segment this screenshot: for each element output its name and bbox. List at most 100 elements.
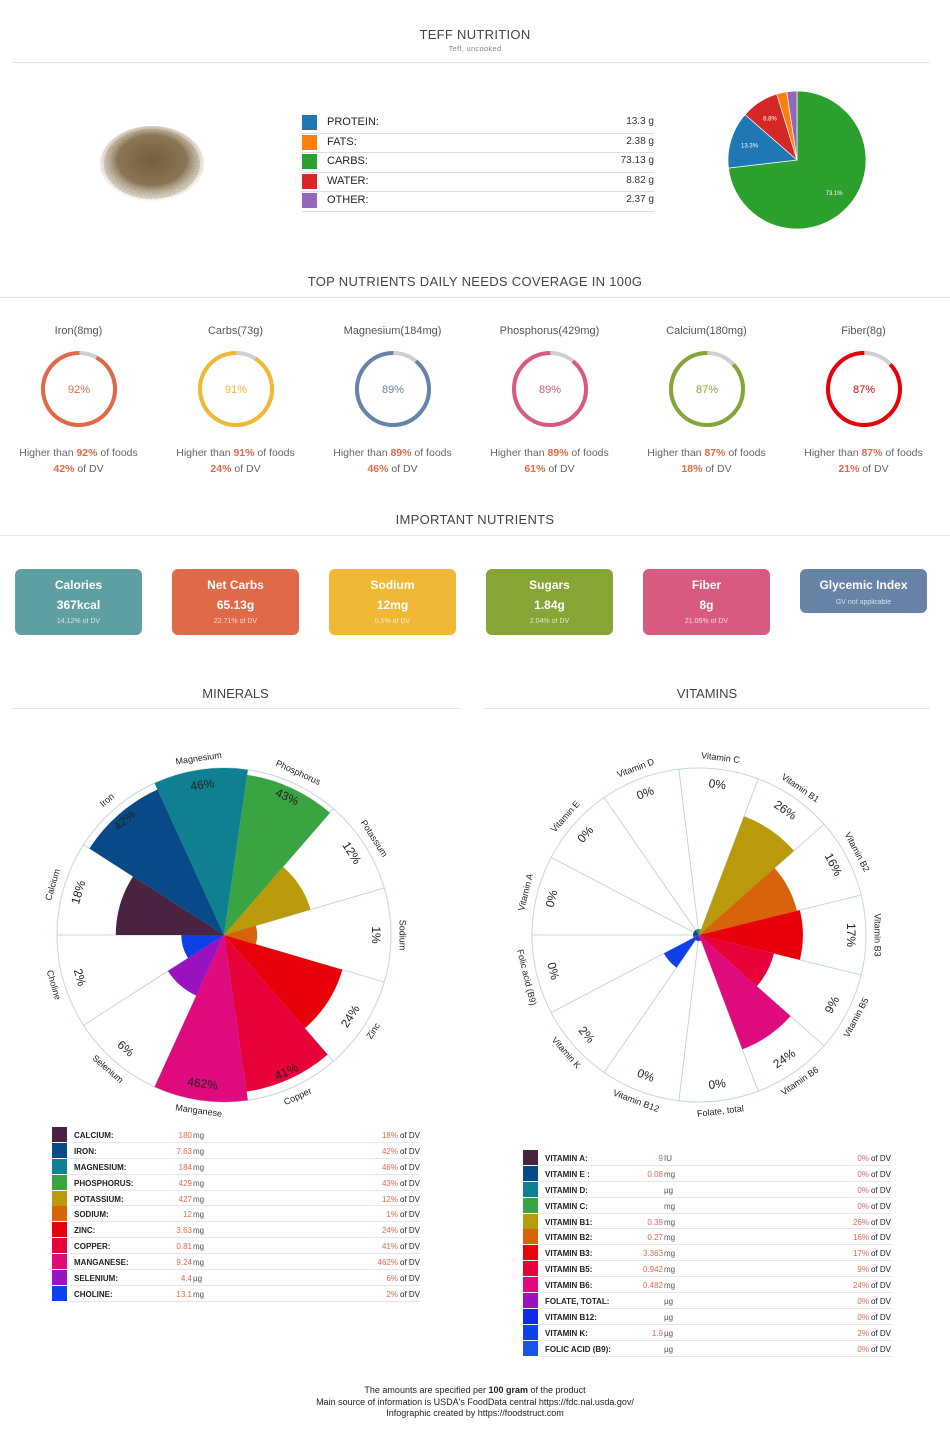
legend-swatch [523,1229,538,1245]
radial-category-label: Magnesium [175,750,222,767]
legend-row: CALCIUM: 180 mg 18% of DV [52,1127,422,1143]
legend-unit: µg [664,1185,674,1195]
macro-row: PROTEIN: 13.3 g [302,113,654,134]
legend-dv-suffix: of DV [870,1185,891,1195]
legend-unit: mg [193,1226,205,1236]
coverage-rank-pct: 87% [861,447,883,459]
card-label: Glycemic Index [819,578,908,592]
page-title: TEFF NUTRITION [419,27,531,42]
footer-amount: 100 gram [488,1385,529,1395]
coverage-text: of DV [859,463,889,475]
legend-unit: mg [664,1233,676,1243]
legend-divider [541,1307,891,1309]
chart-spoke [678,769,700,936]
radial-bar-vitamin-b12 [695,935,699,941]
legend-unit: mg [664,1265,676,1275]
legend-unit: µg [664,1344,674,1354]
radial-bar-vitamin-a [693,932,699,935]
radial-bar-manganese [154,935,248,1102]
legend-swatch [523,1308,538,1324]
coverage-pct: 91% [224,384,246,396]
card-value: 65.13g [216,598,255,612]
legend-divider [70,1253,420,1255]
coverage-ring-fill [511,351,588,427]
legend-value: 0.81 [176,1242,192,1252]
legend-row: VITAMIN D: µg 0% of DV [523,1181,893,1198]
legend-unit: mg [193,1178,205,1188]
pie-slice-label: 73.1% [826,191,844,197]
legend-name: VITAMIN D: [545,1185,588,1195]
chart-spoke [550,857,700,936]
footer-source: Main source of information is USDA's Foo… [316,1396,634,1407]
radial-category-label: Manganese [175,1102,223,1119]
legend-divider [70,1157,420,1159]
legend-value: 0.08 [647,1169,663,1179]
legend-unit: mg [664,1169,676,1179]
legend-dv-suffix: of DV [399,1194,420,1204]
macro-value: 73.13 g [620,155,654,166]
macro-name: WATER: [327,174,369,187]
coverage-ring: 89% [354,351,431,427]
legend-dv: 16% of DV [853,1233,891,1242]
coverage-ring: 87% [825,351,902,427]
radial-value-label: 462% [186,1075,219,1093]
coverage-item: Calcium(180mg) 87% Higher than 87% of food… [628,325,785,475]
legend-divider [541,1323,891,1325]
legend-row: VITAMIN B3: 3.363 mg 17% of DV [523,1245,893,1262]
legend-dv-suffix: of DV [870,1201,891,1211]
legend-row: VITAMIN C: mg 0% of DV [523,1197,893,1214]
legend-name: FOLIC ACID (B9): [545,1344,611,1354]
legend-row: VITAMIN B1: 0.39 mg 26% of DV [523,1213,893,1230]
legend-name: CALCIUM: [74,1131,114,1140]
coverage-text: Higher than [804,447,862,459]
chart-spoke [698,934,825,1047]
pie-slice-protein [727,114,798,169]
legend-value: 0.942 [642,1265,663,1275]
legend-row: PHOSPHORUS: 429 mg 43% of DV [52,1174,422,1191]
legend-unit: mg [664,1249,676,1259]
coverage-rank-pct: 89% [390,447,412,459]
legend-dv-suffix: of DV [399,1178,420,1188]
legend-name: FOLATE, TOTAL: [545,1297,610,1307]
macro-swatch [302,154,317,169]
legend-divider [70,1269,420,1271]
macro-name: PROTEIN: [327,116,379,128]
radial-category-label: Iron [98,791,116,809]
legend-unit: mg [193,1210,205,1220]
legend-dv: 24% of DV [382,1226,420,1235]
legend-dv: 26% of DV [853,1218,891,1227]
legend-divider [541,1276,891,1278]
legend-name: CHOLINE: [74,1289,113,1299]
radial-bar-phosphorus [224,774,330,935]
coverage-text: Higher than [333,447,391,459]
legend-row: FOLATE, TOTAL: µg 0% of DV [523,1293,893,1309]
radial-bar-folate-total [698,935,702,941]
legend-unit: mg [193,1258,205,1268]
legend-swatch [523,1150,538,1165]
coverage-dv-pct: 61% [524,463,546,475]
coverage-ring: 89% [511,351,588,427]
macro-swatch [302,115,317,130]
radial-category-label: Vitamin B3 [873,913,883,956]
radial-bar-vitamin-b1 [699,816,795,935]
macro-name: FATS: [327,135,357,148]
radial-category-label: Vitamin C [701,750,741,765]
card-dv: GV not applicable [835,599,892,606]
radial-bar-vitamin-d [695,929,699,935]
coverage-ring: 87% [668,351,745,427]
legend-dv-pct: 12% [381,1194,398,1204]
legend-value: 0.39 [647,1217,663,1227]
legend-dv-suffix: of DV [870,1249,891,1259]
legend-name: IRON: [74,1146,97,1156]
legend-row: VITAMIN A: 9 IU 0% of DV [523,1150,893,1166]
footer-text: of the product [528,1385,586,1395]
macro-swatch [302,193,317,208]
coverage-dv-pct: 24% [210,463,232,475]
card-label: Net Carbs [207,578,264,592]
pie-slice-label: 8.8% [763,116,777,122]
coverage-item: Fiber(8g) 87% Higher than 87% of foods 21% … [785,325,942,475]
coverage-text: of foods [568,447,609,459]
legend-dv-suffix: of DV [870,1217,891,1227]
legend-value: 429 [178,1178,192,1188]
legend-swatch [52,1174,67,1190]
